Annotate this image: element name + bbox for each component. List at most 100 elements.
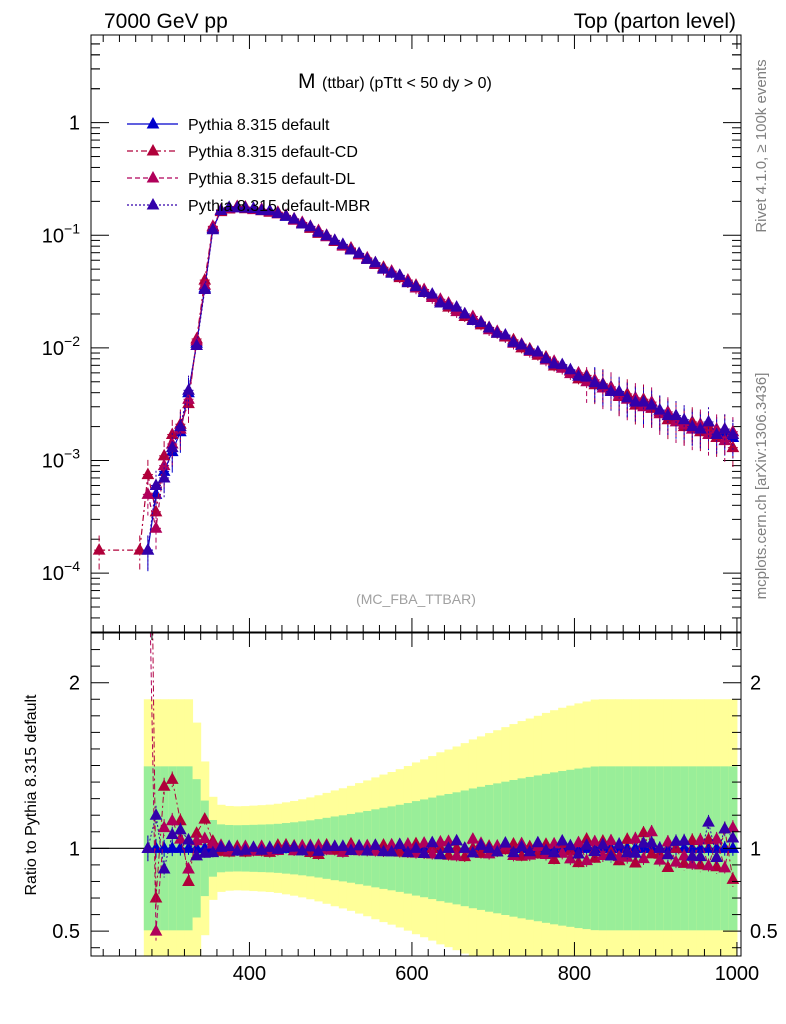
y-tick-label: 10−4: [42, 558, 80, 585]
ratio-point: [182, 833, 195, 845]
y-tick-exponent: −3: [64, 445, 80, 461]
ratio-point: [523, 844, 537, 857]
legend-marker: [146, 170, 160, 183]
ratio-point: [702, 832, 715, 845]
data-point: [295, 216, 309, 229]
data-point: [141, 487, 155, 499]
series-line: [147, 206, 734, 551]
data-point: [645, 398, 658, 410]
ratio-point: [198, 846, 212, 858]
data-point: [572, 369, 585, 381]
side-label-top: Rivet 4.1.0, ≥ 100k events: [753, 59, 770, 232]
main-series-layer: [92, 199, 740, 572]
ratio-point: [531, 835, 545, 848]
legend: Pythia 8.315 default Pythia 8.315 default…: [127, 116, 370, 215]
data-point: [271, 206, 285, 219]
ratio-point: [450, 848, 463, 861]
legend-marker: [146, 116, 160, 129]
ratio-point: [149, 841, 163, 853]
ratio-point: [360, 843, 374, 856]
ratio-point: [694, 833, 707, 845]
ratio-y-tick-label-right: 1: [750, 838, 761, 860]
data-point: [490, 326, 504, 338]
ratio-point: [555, 846, 569, 858]
ratio-point: [629, 846, 642, 858]
y-tick-exponent: −2: [64, 333, 80, 349]
data-point: [564, 362, 577, 375]
legend-item: Pythia 8.315 default-DL: [127, 170, 355, 188]
x-tick-label: 1000: [715, 963, 760, 985]
data-point: [604, 384, 618, 396]
data-point: [547, 356, 561, 369]
side-label-bottom: mcplots.cern.ch [arXiv:1306.3436]: [753, 373, 770, 600]
data-point: [702, 414, 715, 427]
main-panel: 1 10−1 10−2 10−3 10−4 M (ttbar) (pTtt < 50 d…: [42, 34, 742, 633]
ratio-point: [685, 857, 699, 869]
data-point: [393, 268, 407, 280]
ratio-y-tick-label-right: 2: [750, 673, 761, 695]
legend-label: Pythia 8.315 default-MBR: [188, 198, 370, 215]
data-point: [239, 201, 252, 213]
x-tick-label: 800: [558, 963, 591, 985]
ratio-line: [147, 815, 734, 870]
data-point: [588, 375, 602, 388]
ratio-point: [393, 845, 407, 857]
ratio-point: [442, 848, 455, 860]
ratio-point: [434, 847, 447, 860]
data-point: [190, 338, 203, 350]
series-line: [147, 206, 734, 529]
data-point: [230, 200, 244, 213]
data-point: [222, 200, 236, 212]
ratio-point: [677, 848, 691, 861]
data-point: [539, 351, 553, 364]
data-point: [247, 201, 260, 213]
data-point: [141, 543, 155, 555]
ratio-point: [604, 849, 618, 861]
data-point: [206, 222, 220, 235]
ratio-point: [661, 847, 675, 860]
data-point: [458, 306, 472, 319]
ratio-point: [685, 833, 699, 845]
data-point: [409, 279, 423, 292]
data-point: [515, 337, 528, 350]
data-point: [182, 383, 195, 395]
legend-label: Pythia 8.315 default-CD: [188, 144, 358, 161]
data-point: [328, 233, 342, 245]
ratio-point: [425, 835, 439, 848]
data-point: [377, 262, 390, 274]
ratio-point: [564, 838, 577, 851]
data-point: [198, 282, 212, 294]
data-point: [165, 440, 179, 453]
data-point: [726, 427, 740, 440]
data-point: [263, 203, 277, 216]
plot-title-sub: (ttbar) (pTtt < 50 dy > 0): [322, 75, 492, 92]
main-plot-frame: [90, 34, 742, 633]
main-axis-ticks: 1 10−1 10−2 10−3 10−4: [42, 34, 741, 633]
data-point: [255, 203, 268, 215]
ratio-point: [637, 836, 650, 848]
data-point: [336, 237, 350, 249]
ratio-point: [596, 837, 610, 850]
data-point: [149, 478, 163, 490]
ratio-y-axis-label: Ratio to Pythia 8.315 default: [23, 694, 40, 896]
y-tick-label: 10−1: [42, 220, 80, 247]
header-right: Top (parton level): [574, 10, 736, 33]
ratio-point: [149, 808, 163, 820]
y-tick-label: 10−3: [42, 445, 80, 472]
data-point: [369, 255, 382, 268]
data-point: [157, 470, 171, 483]
data-point: [279, 209, 293, 221]
series-2: [92, 199, 740, 572]
data-point: [417, 285, 431, 298]
header-left: 7000 GeV pp: [104, 10, 228, 33]
ratio-y-tick-label-left: 1: [69, 838, 80, 860]
ratio-point: [328, 839, 342, 851]
ratio-y-tick-label-left: 2: [69, 673, 80, 695]
ratio-point: [165, 772, 179, 784]
data-point: [385, 266, 398, 278]
ratio-point: [263, 840, 277, 852]
ratio-y-tick-label-left: 0.5: [52, 921, 80, 943]
ratio-point: [157, 779, 171, 791]
data-point: [287, 212, 301, 224]
